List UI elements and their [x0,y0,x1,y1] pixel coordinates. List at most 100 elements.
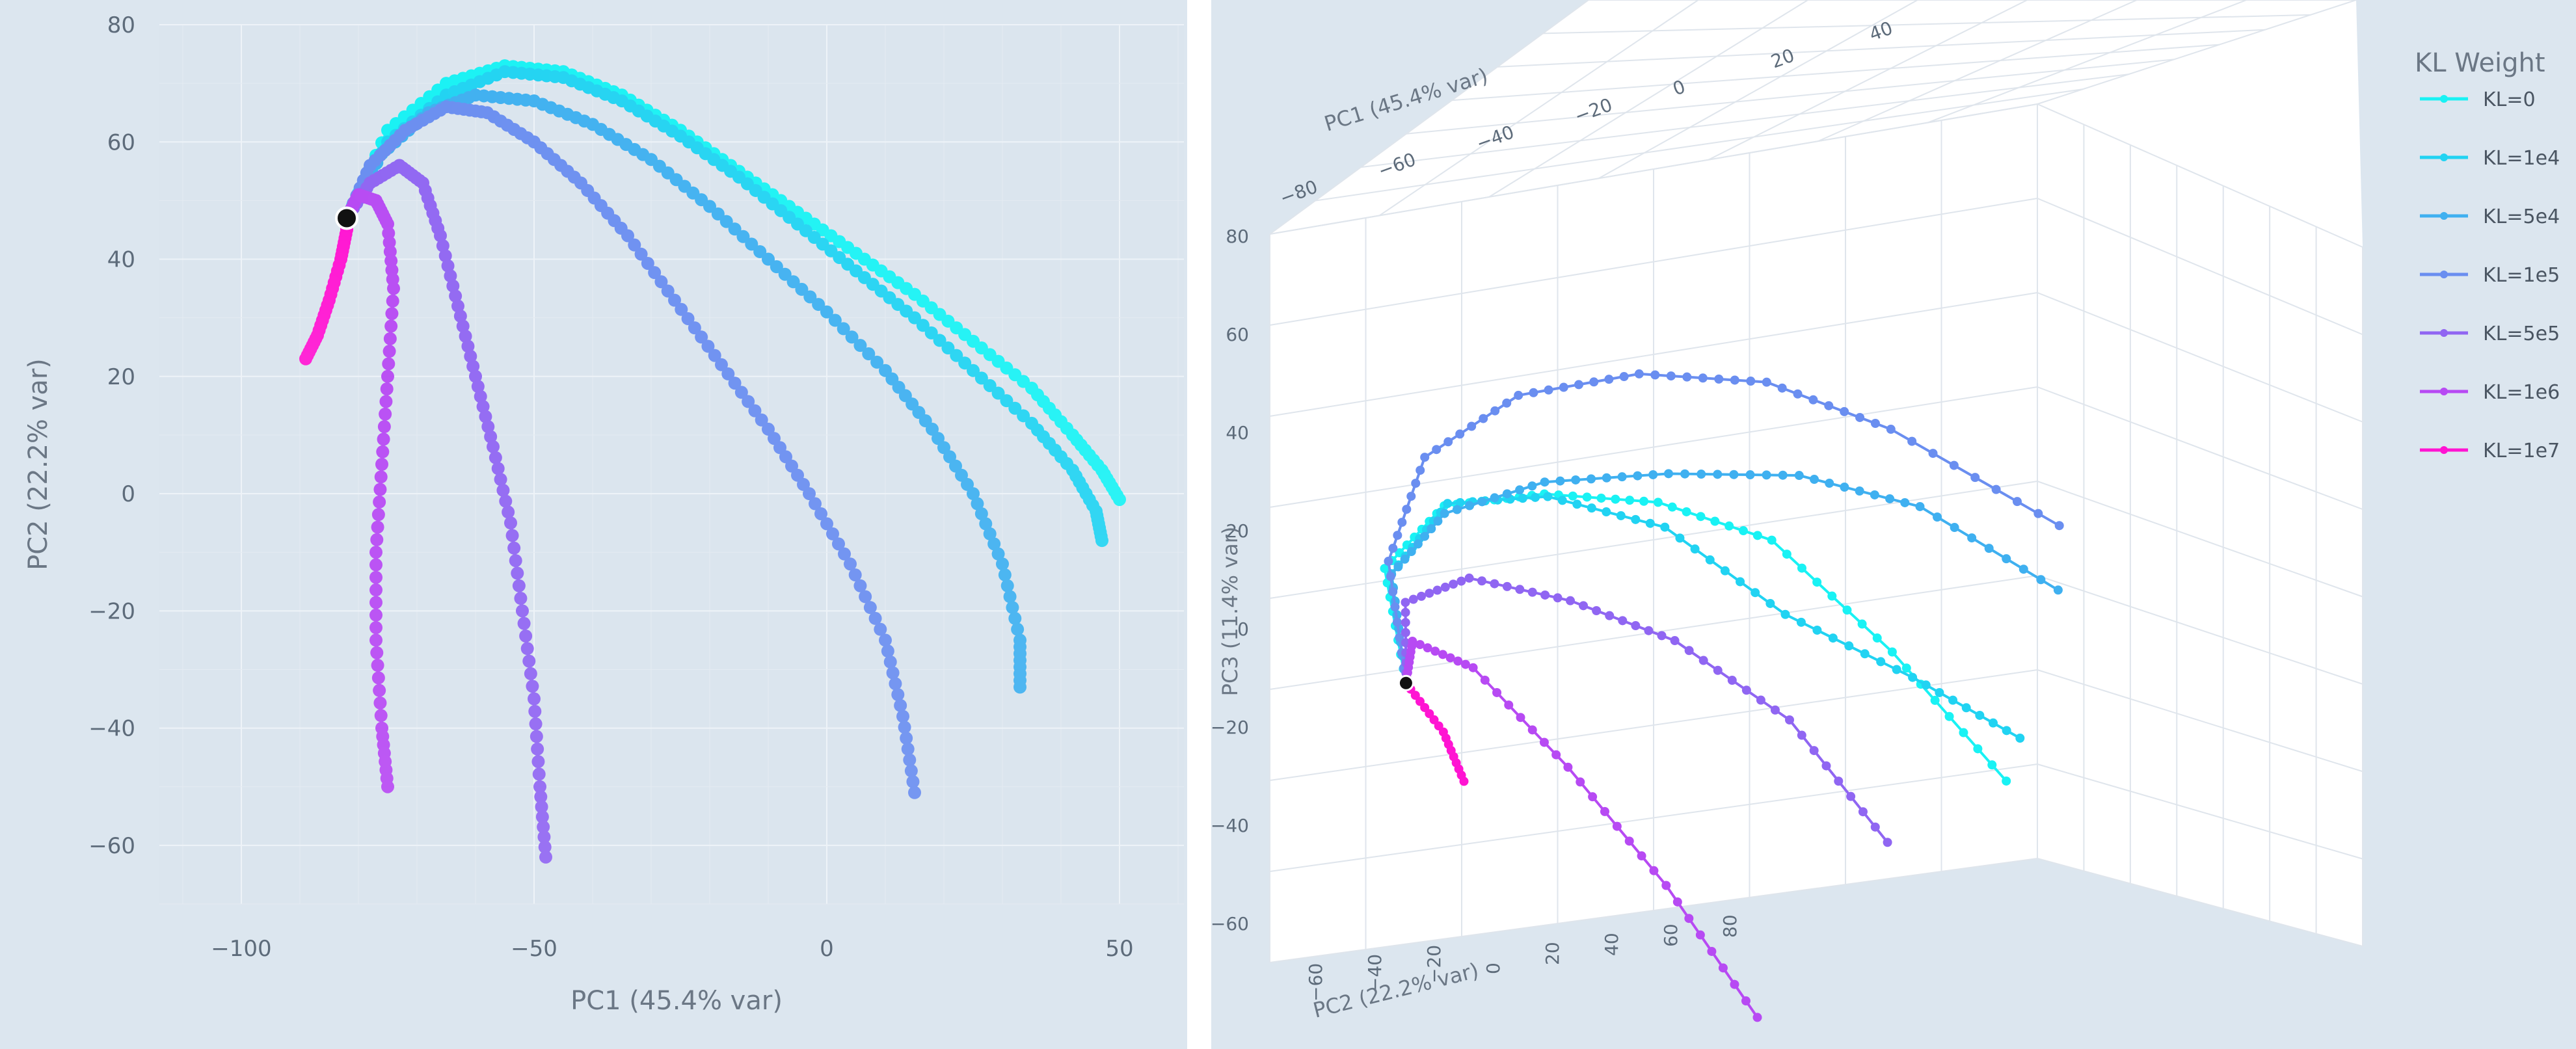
scene-data-point [1515,585,1525,594]
scene-data-point [1718,963,1728,973]
data-point [387,282,400,295]
legend-item[interactable]: KL=5e4 [2420,206,2560,228]
scene-data-point [1393,562,1403,572]
scene-data-point [1582,492,1592,502]
data-point [374,470,388,484]
scene-data-point [1989,718,1998,728]
data-point [688,321,701,335]
scene-data-point [1514,390,1523,400]
scene-data-point [1645,518,1655,528]
data-point [863,601,877,615]
legend-marker [2440,329,2448,337]
scene-series-KL=5e4[interactable] [1387,469,2063,688]
legend-item[interactable]: KL=0 [2420,88,2536,111]
legend-marker [2440,212,2448,220]
scene-data-point [1425,589,1434,598]
scene-data-point [1842,605,1852,615]
scene-grid-line [1269,0,1589,235]
data-point [479,410,492,423]
scene-data-point [1796,617,1806,627]
scene-data-point [2015,734,2025,743]
legend-item[interactable]: KL=1e5 [2420,264,2560,287]
scene-data-point [2002,776,2011,786]
scene-data-point [1720,566,1730,576]
legend-label: KL=5e4 [2483,206,2560,228]
scene-data-point [2036,575,2046,585]
data-point [371,671,385,685]
scene-data-point [1516,713,1525,723]
scene-grid-line [2037,764,2363,860]
scene-data-point [2053,585,2063,595]
scene-data-point [1544,385,1553,395]
data-point [537,830,551,843]
legend-item[interactable]: KL=1e4 [2420,147,2560,170]
data-point [770,260,783,274]
scene-data-point [1825,479,1834,488]
scene-series-KL=1e7[interactable] [1401,678,1469,786]
data-point [728,377,742,390]
data-point [996,557,1009,571]
data-point [703,200,716,213]
data-point [711,207,725,221]
scene-grid-line [1315,88,2084,202]
scene-data-point [1384,557,1393,566]
data-point [499,494,513,508]
data-point [891,688,905,702]
data-point [868,611,882,625]
pca-2d-panel[interactable]: −100 −50 0 50 −60 −40 −20 0 20 40 60 80 PC1 (45.4% … [0,0,1187,1049]
scene-series-KL=1e5[interactable] [1384,369,2064,688]
scene-data-point [1415,466,1425,475]
data-point [456,319,470,333]
scene-data-point [1459,777,1469,786]
scene-data-point [1572,499,1582,509]
data-point [967,487,980,501]
scene-data-point [1639,496,1649,506]
data-point [820,517,833,531]
z3d-tick-label: −20 [1211,717,1249,738]
data-point [695,330,708,344]
scene-data-point [1698,656,1708,665]
scene-data-point [1660,522,1670,532]
pca-3d-panel[interactable]: −60 −40 −20 0 20 40 60 80 −80 −60 −40 −20 0 20 40 −60 −4… [1211,0,2576,1049]
data-point [496,483,510,497]
scene-data-point [1440,582,1450,592]
legend-label: KL=0 [2483,88,2536,111]
scene-start-marker [1397,674,1414,691]
data-point [530,730,543,743]
legend-item[interactable]: KL=1e7 [2420,440,2560,462]
scene-grid-line [1269,103,2038,235]
data-point [512,579,526,592]
scene-data-point [1834,777,1844,786]
y3d-tick-label: −20 [1423,945,1445,983]
data-point [507,541,521,555]
data-point [369,558,382,572]
data-point [474,390,487,403]
legend-label: KL=1e7 [2483,440,2560,462]
legend-item[interactable]: KL=1e6 [2420,381,2560,404]
legend-item[interactable]: KL=5e5 [2420,323,2560,345]
series-KL=5e5[interactable] [340,159,552,864]
legend-items[interactable]: KL=0 KL=1e4 KL=5e4 KL=1e5 KL=5e5 KL=1e6 KL=1e7 [2420,88,2560,462]
pca-2d-chart[interactable]: −100 −50 0 50 −60 −40 −20 0 20 40 60 80 PC1 (45.4% … [0,0,1187,1049]
scene-data-point [1857,619,1867,629]
data-point [906,775,920,789]
data-point [742,395,755,408]
scene-data-point [1736,577,1745,587]
scene-data-point [1477,576,1487,586]
plot-area [159,25,1184,904]
y3d-tick-label: 80 [1719,914,1741,938]
data-point [883,655,897,669]
scene-series-KL=1e6[interactable] [1401,637,1762,1022]
data-point [385,307,399,321]
data-point [377,432,390,446]
data-point [373,495,386,509]
scene-data-point [1576,777,1585,787]
series-KL=1e6[interactable] [340,188,400,793]
scene-data-point [2054,521,2064,531]
scene-series-KL=5e5[interactable] [1401,573,1892,847]
legend-marker [2440,446,2448,454]
data-point [881,644,894,658]
series-KL=1e5[interactable] [340,100,921,799]
legend[interactable]: KL Weight KL=0KL=1e4KL=5e4KL=1e5KL=5e5KL… [2415,48,2560,462]
